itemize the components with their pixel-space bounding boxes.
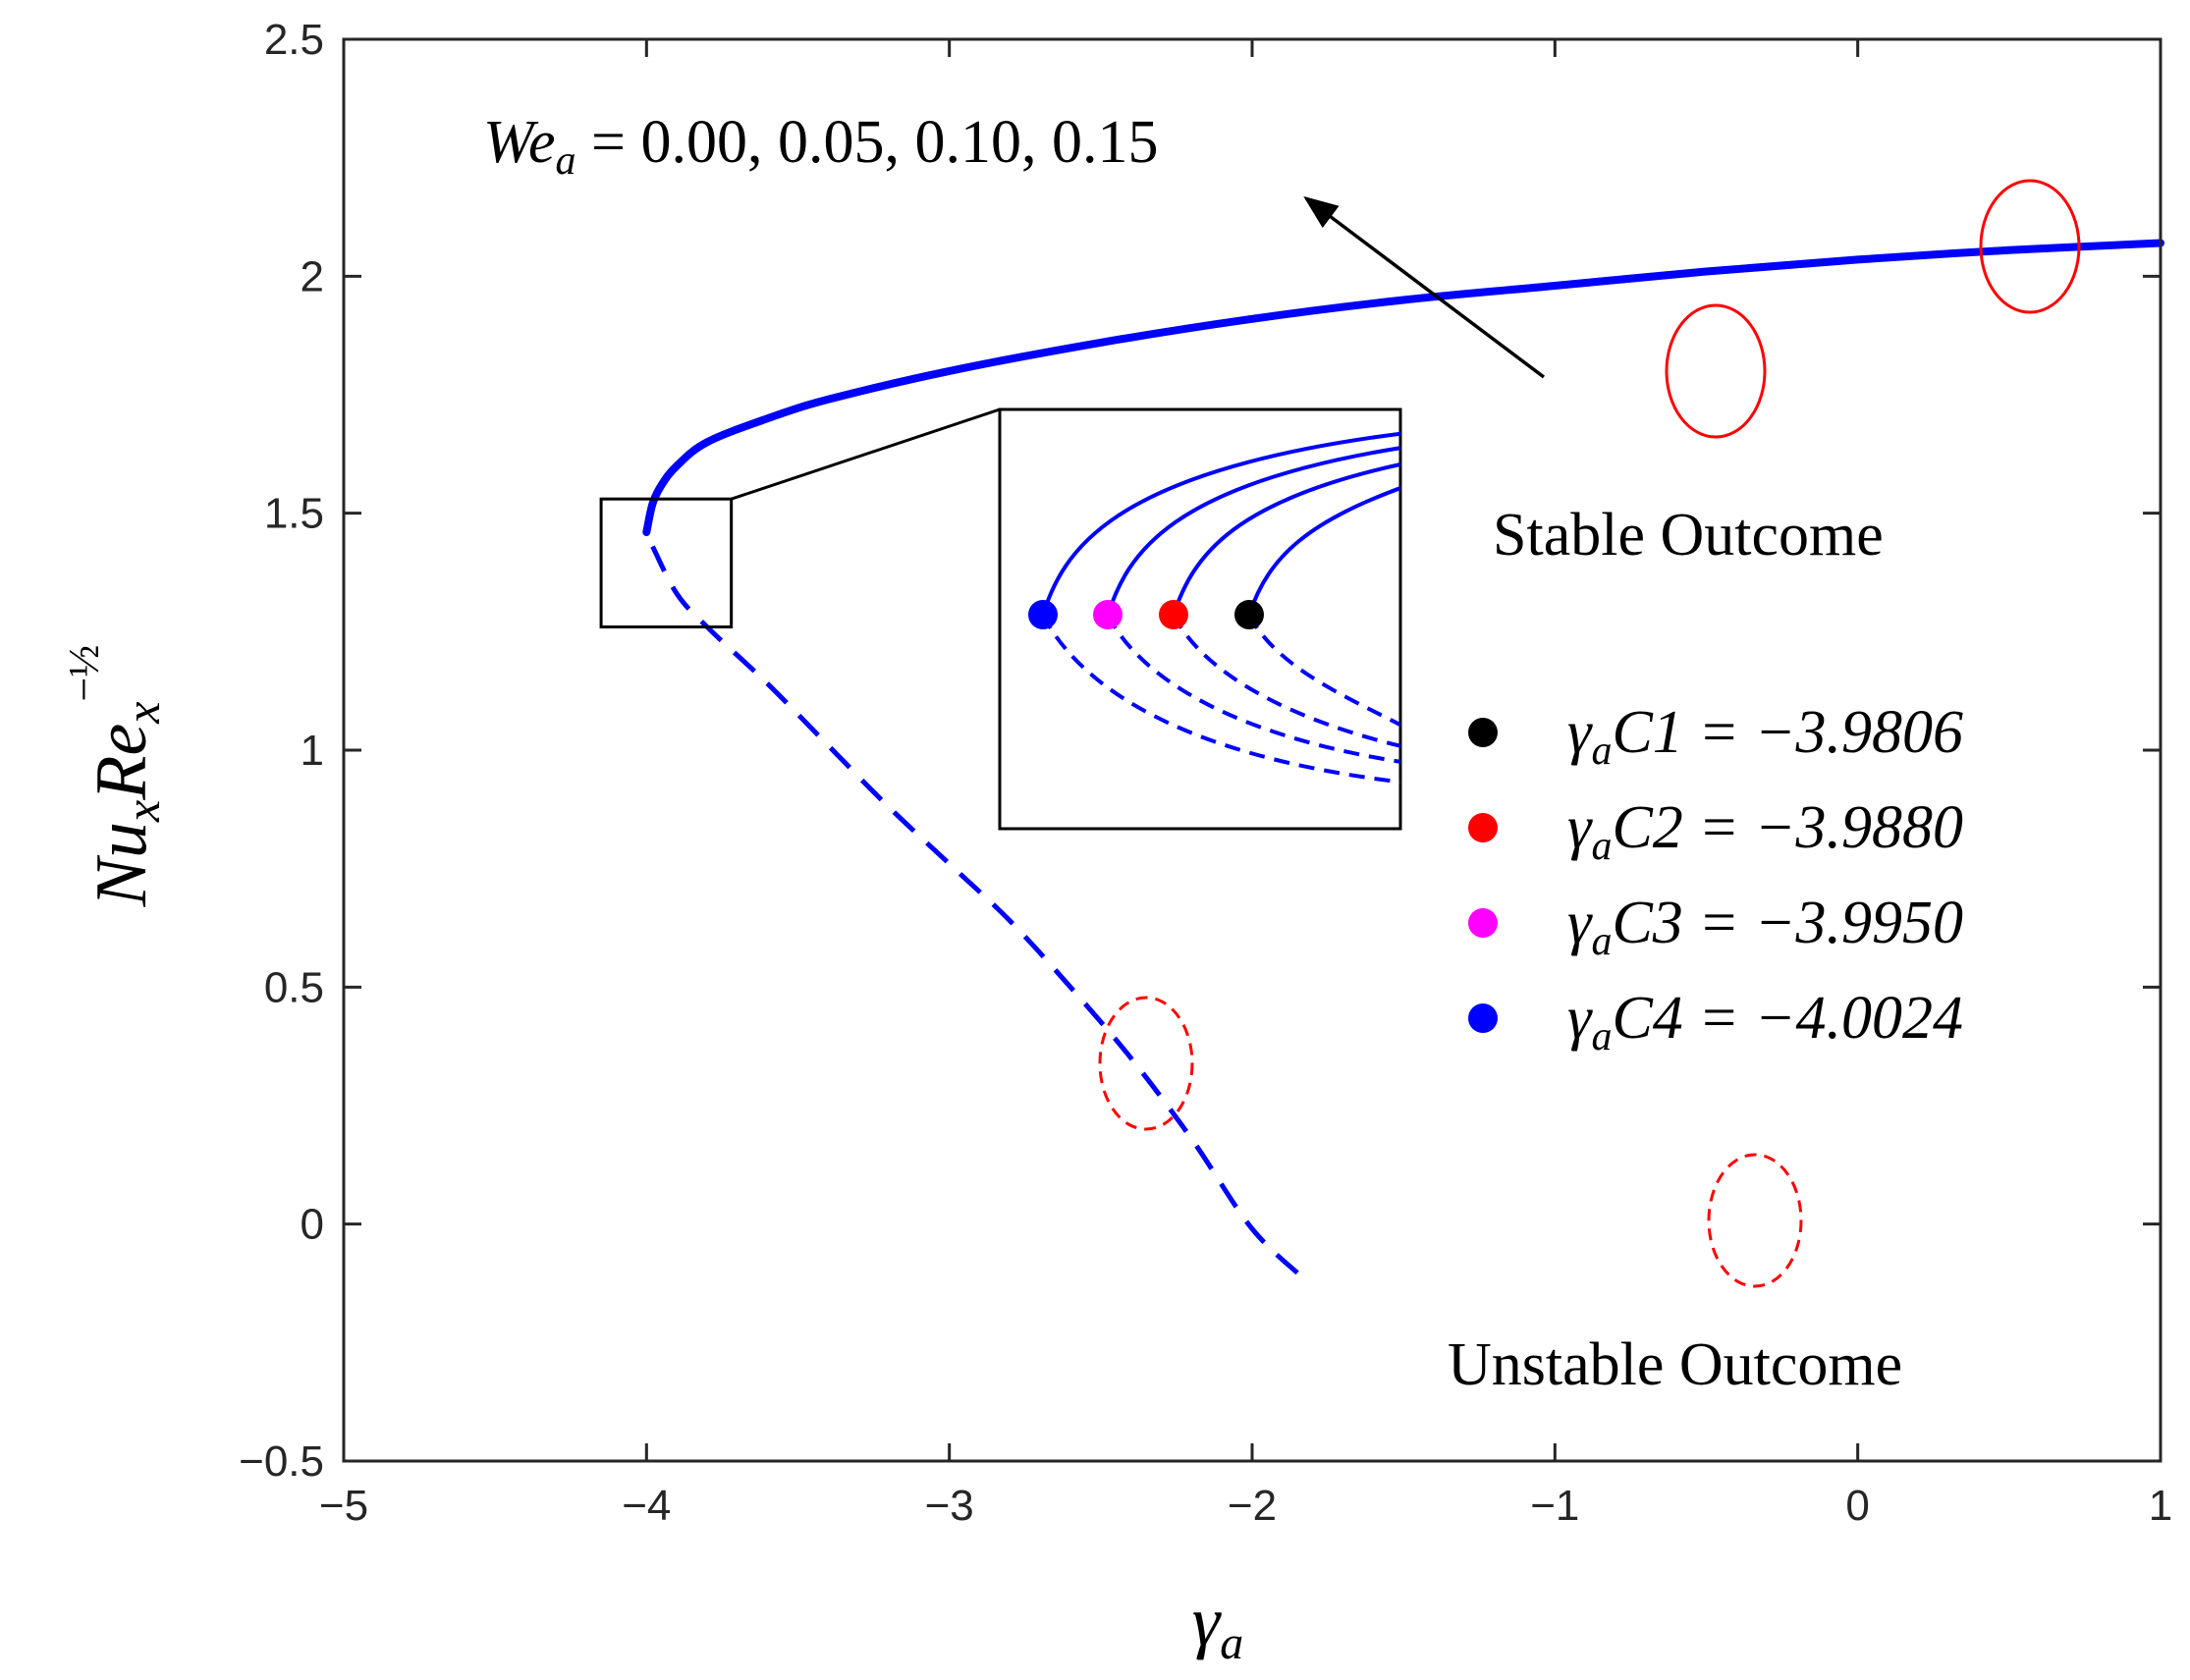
y-tick-label: 2.5 (264, 16, 324, 64)
inset-stable-curve-c1 (1247, 485, 1400, 616)
inset-stable-curve-c2 (1172, 462, 1400, 616)
svg-text:NuxRex−½: NuxRex−½ (60, 645, 170, 908)
x-tick-label: −5 (319, 1482, 368, 1530)
series-layer (642, 239, 2164, 1283)
stable-outcome-label: Stable Outcome (1493, 502, 1884, 569)
unstable-branch-line (650, 545, 1309, 1283)
tick-layer: −5 −4 −3 −2 −1 0 1 −0.5 0 0.5 1 1.5 2 2.5 (239, 16, 2172, 1530)
inset-unstable-curve-c2 (1172, 614, 1400, 748)
x-axis-label: γa (1192, 1582, 1243, 1669)
unstable-outcome-label: Unstable Outcome (1448, 1331, 1902, 1398)
x-tick-label: 1 (2149, 1482, 2172, 1530)
legend: γaC1 = −3.9806 γaC2 = −3.9880 γaC3 = −3.99… (1468, 699, 1963, 1059)
legend-marker (1468, 718, 1498, 747)
inset-curves (1041, 431, 1400, 785)
inset-unstable-curve-c4 (1041, 614, 1400, 785)
inset-box (998, 407, 1402, 831)
legend-label: γaC4 = −4.0024 (1567, 985, 1963, 1059)
critical-point-c4 (1028, 600, 1058, 629)
critical-point-c1 (1234, 600, 1264, 629)
zoom-region-box (599, 497, 734, 629)
inset-unstable-curve-c3 (1106, 614, 1400, 764)
x-tick-label: −1 (1530, 1482, 1579, 1530)
inset-stable-curve-c3 (1106, 446, 1400, 616)
legend-label: γaC1 = −3.9806 (1567, 699, 1963, 774)
y-tick-label: 0 (301, 1201, 324, 1249)
legend-label: γaC3 = −3.9950 (1567, 890, 1963, 964)
y-tick-label: 1.5 (264, 490, 324, 538)
critical-point-c3 (1093, 600, 1122, 629)
x-tick-label: −4 (622, 1482, 671, 1530)
zoom-layer (599, 407, 1001, 629)
stable-branch-line (642, 239, 2164, 536)
y-tick-label: 2 (301, 252, 324, 300)
legend-marker (1468, 908, 1498, 938)
y-tick-label: 0.5 (264, 963, 324, 1011)
y-axis-label: NuxRex−½ (60, 645, 170, 908)
inset-unstable-curve-c1 (1247, 614, 1400, 728)
inset-layer (998, 407, 1402, 831)
legend-label: γaC2 = −3.9880 (1567, 794, 1963, 869)
zoom-connector-line (731, 407, 1001, 501)
legend-marker (1468, 1003, 1498, 1033)
x-tick-label: −3 (925, 1482, 974, 1530)
inset-stable-curve-c4 (1041, 431, 1400, 616)
unstable-ellipse-1 (1098, 996, 1194, 1131)
stable-ellipse-1 (1665, 303, 1767, 439)
we-annotation: Wea = 0.00, 0.05, 0.10, 0.15 (483, 109, 1158, 184)
y-tick-label: 1 (301, 727, 324, 775)
y-tick-label: −0.5 (239, 1437, 324, 1486)
stable-ellipse-2 (1979, 179, 2081, 314)
critical-point-c2 (1159, 600, 1188, 629)
legend-marker (1468, 813, 1498, 842)
ellipse-layer (1098, 179, 2081, 1288)
we-arrow (1303, 195, 1546, 379)
x-tick-label: 0 (1845, 1482, 1869, 1530)
x-tick-label: −2 (1228, 1482, 1277, 1530)
unstable-ellipse-2 (1707, 1153, 1803, 1288)
